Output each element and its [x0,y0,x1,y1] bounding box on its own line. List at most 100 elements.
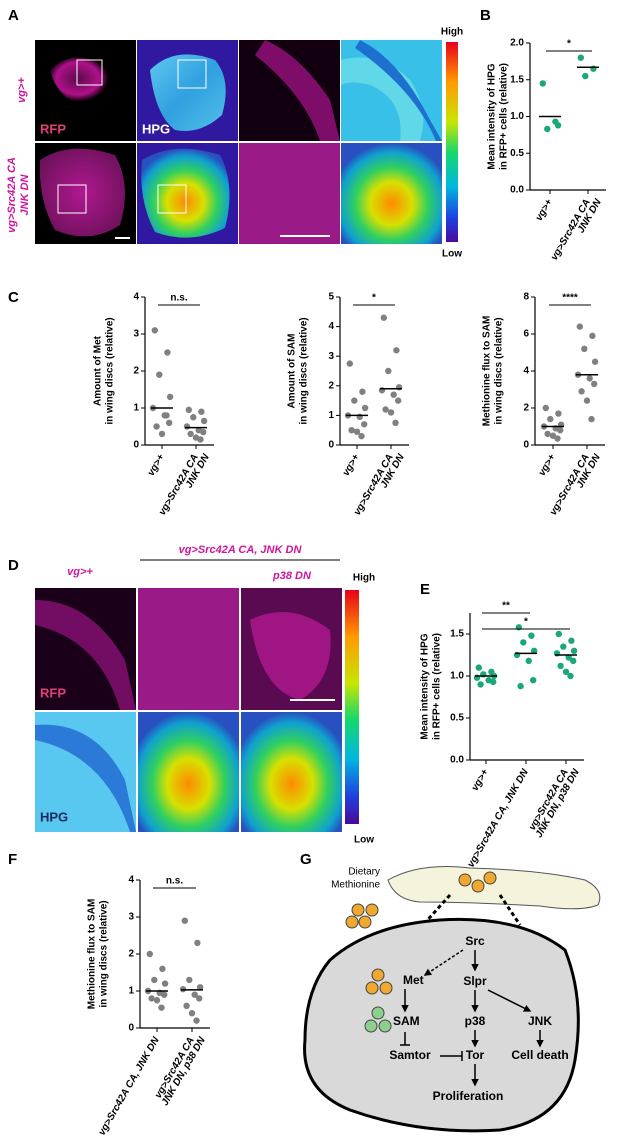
column-label: vg>+ [67,566,93,578]
data-point [346,360,353,367]
panel-letter: D [8,557,19,574]
data-point [395,397,402,404]
data-point [567,672,574,680]
data-point [475,664,482,671]
y-tick-label: 4 [328,321,334,332]
roi-box [57,184,87,214]
data-point [196,984,204,991]
sam-molecule [364,1019,378,1033]
methionine [483,871,497,885]
data-point [577,54,584,61]
y-tick-label: 3 [328,351,334,362]
data-point [544,125,551,133]
data-point [197,436,204,443]
image [138,712,239,832]
data-point [158,430,166,438]
data-point [560,643,567,650]
data-point [148,995,155,1002]
y-tick-label: 1.0 [510,111,524,122]
y-tick-label: 4 [128,875,134,886]
y-tick-label: 2 [328,380,334,391]
y-tick-label: 1 [128,986,134,997]
methionine [345,915,359,929]
diagram-node: SAM [393,1014,420,1028]
data-point [191,991,198,998]
roi-box [177,59,207,89]
y-axis-label: in wing discs (relative) [105,317,116,424]
y-tick-label: 4 [523,366,529,377]
data-point [393,347,400,354]
zoom-line [498,894,522,926]
data-point [581,345,588,352]
y-tick-label: 8 [523,292,529,303]
data-point [520,639,527,646]
data-point [530,677,537,684]
x-tick-label: vg>+ [146,452,167,478]
arrow [423,949,464,976]
inhibit [440,1051,463,1061]
data-point [151,327,158,334]
data-point [166,393,174,401]
y-tick-label: 2 [133,366,139,377]
data-point [589,332,596,340]
data-point [525,657,532,665]
inhibit [400,1032,410,1046]
y-tick-label: 0.0 [510,185,524,196]
panel-d-images [35,559,359,832]
y-tick-label: 0 [523,440,529,451]
data-point [164,349,171,356]
diagram-node: Slpr [463,974,487,988]
data-point [361,404,369,412]
data-point [588,415,595,423]
diagram-label: Methionine [331,880,380,891]
data-point [542,404,549,412]
data-point [530,647,538,654]
y-tick-label: 0 [328,440,334,451]
methionine [471,879,485,893]
larva [387,866,601,910]
y-tick-label: 6 [523,329,529,340]
column-label: p38 DN [272,570,312,582]
column-label: vg>Src42A CA, JNK DN [179,544,303,556]
data-point [565,654,572,661]
y-tick-label: 1.5 [450,629,464,640]
data-point [158,1004,165,1011]
y-tick-label: 5 [328,292,334,303]
image-label: HPG [40,809,68,824]
significance: * [567,39,571,50]
data-point [576,323,583,330]
panel-letter: A [8,7,19,24]
significance: n.s. [166,876,183,887]
roi-box [76,59,103,86]
colorbar-label: Low [442,249,462,260]
y-tick-label: 0 [128,1023,134,1034]
row-label: vg>+ [16,77,28,103]
data-point [586,375,593,382]
data-point [194,939,201,947]
y-tick-label: 1 [133,403,139,414]
y-tick-label: 3 [133,329,139,340]
colorbar-label: High [353,573,375,584]
diagram [303,866,601,1133]
y-tick-label: 3 [128,912,134,923]
y-axis-label: Mean intensity of HPG [420,633,431,739]
data-point [181,917,188,924]
data-point [358,432,365,440]
y-tick-label: 1.5 [510,74,524,85]
data-point [547,415,554,423]
y-axis-label: in wing discs (relative) [494,317,505,424]
image-tissue [50,57,112,104]
data-point [356,413,363,421]
data-point [539,80,546,87]
data-point [555,630,562,638]
image-tissue [255,40,340,141]
data-point [570,647,578,654]
row-label: JNK DN [19,173,31,215]
y-axis-label: Mean intensity of HPG [487,63,498,169]
x-tick-label: vg>+ [534,197,555,223]
data-point [591,358,599,365]
x-tick-label: vg>+ [537,452,558,478]
methionine [458,873,472,887]
data-point [380,314,387,321]
